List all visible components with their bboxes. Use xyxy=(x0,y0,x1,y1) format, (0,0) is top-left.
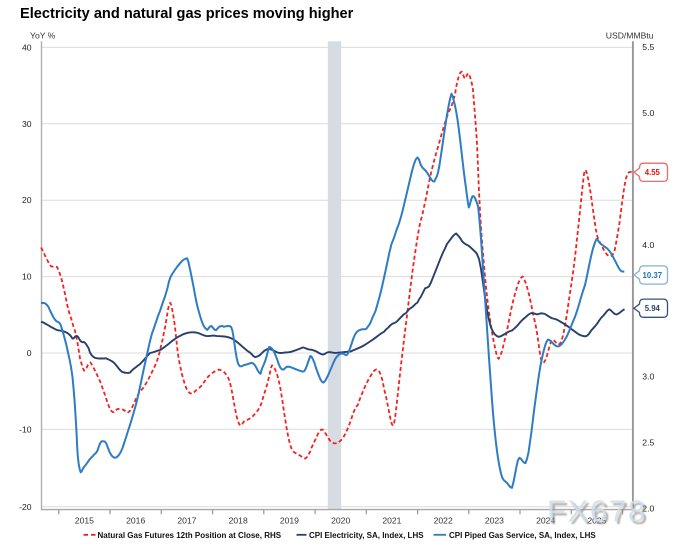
svg-text:CPI Electricity, SA, Index, LH: CPI Electricity, SA, Index, LHS xyxy=(309,531,424,540)
svg-text:Natural Gas Futures 12th Posit: Natural Gas Futures 12th Position at Clo… xyxy=(98,531,282,540)
svg-text:2017: 2017 xyxy=(177,516,196,526)
svg-text:4.0: 4.0 xyxy=(642,240,654,250)
svg-text:FX678: FX678 xyxy=(547,494,647,529)
svg-text:CPI Piped Gas Service, SA, Ind: CPI Piped Gas Service, SA, Index, LHS xyxy=(449,531,596,540)
svg-text:2.0: 2.0 xyxy=(642,503,654,513)
svg-text:5.94: 5.94 xyxy=(645,304,661,313)
svg-text:2024: 2024 xyxy=(536,516,555,526)
svg-text:10.37: 10.37 xyxy=(643,271,663,280)
svg-text:5.0: 5.0 xyxy=(642,108,654,118)
svg-text:2.5: 2.5 xyxy=(642,438,654,448)
svg-text:2018: 2018 xyxy=(229,516,248,526)
svg-text:2025: 2025 xyxy=(587,516,606,526)
svg-text:-20: -20 xyxy=(19,502,32,512)
svg-text:USD/MMBtu: USD/MMBtu xyxy=(606,31,654,41)
svg-text:2020: 2020 xyxy=(331,516,350,526)
svg-text:10: 10 xyxy=(22,272,32,282)
svg-text:5.5: 5.5 xyxy=(642,42,654,52)
svg-text:0: 0 xyxy=(27,348,32,358)
svg-text:3.0: 3.0 xyxy=(642,372,654,382)
svg-text:4.55: 4.55 xyxy=(645,168,661,177)
svg-text:2016: 2016 xyxy=(126,516,145,526)
svg-text:2022: 2022 xyxy=(434,516,453,526)
svg-text:2021: 2021 xyxy=(382,516,401,526)
svg-text:40: 40 xyxy=(22,42,32,52)
svg-text:30: 30 xyxy=(22,119,32,129)
svg-text:2015: 2015 xyxy=(75,516,94,526)
svg-text:-10: -10 xyxy=(19,424,32,434)
svg-text:20: 20 xyxy=(22,195,32,205)
svg-text:2019: 2019 xyxy=(280,516,299,526)
svg-text:YoY %: YoY % xyxy=(30,31,56,41)
svg-text:2023: 2023 xyxy=(485,516,504,526)
